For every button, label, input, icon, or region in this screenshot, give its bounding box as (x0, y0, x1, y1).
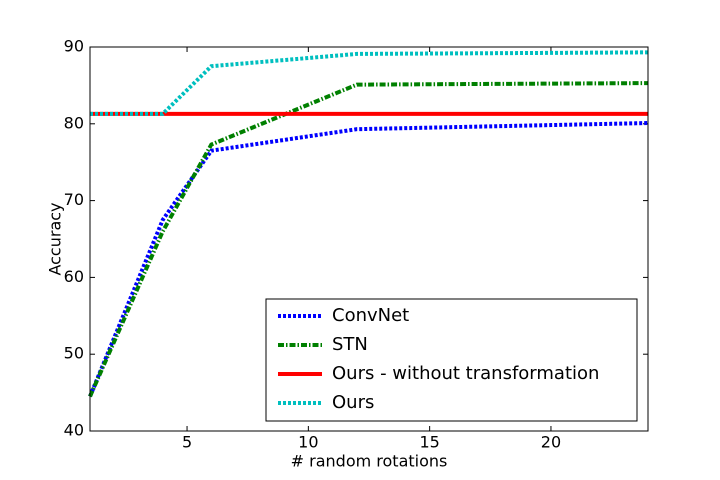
y-tick-label: 70 (64, 190, 84, 209)
series-line (88, 81, 649, 398)
series-line (88, 121, 649, 398)
legend-label: STN (332, 334, 368, 355)
y-tick-label: 40 (64, 421, 84, 440)
x-axis-label: # random rotations (291, 452, 448, 471)
y-tick-label: 50 (64, 344, 84, 363)
legend-label: Ours (332, 392, 374, 413)
plot-frame (89, 46, 649, 432)
y-axis-label: Accuracy (46, 202, 65, 275)
x-tick-label: 20 (541, 433, 561, 452)
legend-label: ConvNet (332, 305, 409, 326)
series-line (90, 50, 649, 116)
legend: ConvNet STN Ours - without transformation O… (265, 298, 638, 422)
y-tick-label: 60 (64, 267, 84, 286)
x-tick-label: 15 (419, 433, 439, 452)
y-tick-label: 80 (64, 113, 84, 132)
legend-label: Ours - without transformation (332, 363, 599, 384)
x-tick-label: 5 (182, 433, 192, 452)
x-tick-label: 10 (298, 433, 318, 452)
y-tick-label: 90 (64, 37, 84, 56)
legend-box (265, 298, 638, 422)
